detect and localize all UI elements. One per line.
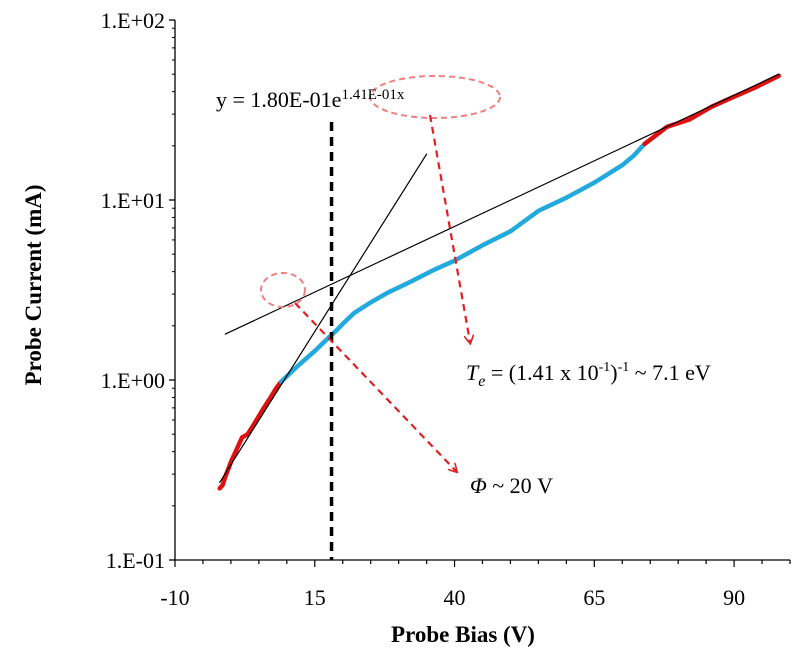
measured-blue <box>278 141 647 384</box>
te-close-paren: ) <box>610 360 617 385</box>
y-tick-label: 1.E-01 <box>106 548 165 573</box>
te-value: ~ 7.1 eV <box>629 360 711 385</box>
x-axis-title: Probe Bias (V) <box>391 622 535 647</box>
intersection-highlight-ellipse <box>260 272 306 308</box>
te-symbol: T <box>466 360 480 385</box>
annotations-layer <box>260 75 501 471</box>
te-exponent: -1 <box>599 360 611 375</box>
y-tick-label: 1.E+01 <box>101 188 165 213</box>
phi-arrow <box>294 302 456 471</box>
exponent-highlight-ellipse <box>369 75 501 119</box>
te-expression: = (1.41 x 10 <box>485 360 598 385</box>
te-annotation: Te = (1.41 x 10-1)-1 ~ 7.1 eV <box>466 360 711 390</box>
te-arrow <box>428 114 470 342</box>
fit-line-electron-saturation <box>224 73 780 335</box>
phi-value: ~ 20 V <box>487 473 553 498</box>
measured-red-low <box>217 379 284 491</box>
y-tick-label: 1.E+02 <box>101 8 165 33</box>
te-subscript: e <box>478 373 485 390</box>
y-axis-ticks: 1.E-01 1.E+00 1.E+01 1.E+02 <box>101 8 175 573</box>
x-tick-label: -10 <box>160 585 189 610</box>
fit-equation-exponent: 1.41E-01x <box>341 87 404 103</box>
fit-line-transition <box>219 153 428 483</box>
measured-red-high <box>642 73 782 147</box>
y-tick-label: 1.E+00 <box>101 368 165 393</box>
y-axis-title: Probe Current (mA) <box>21 185 46 386</box>
fit-equation-base: y = 1.80E-01e <box>216 87 341 112</box>
x-tick-label: 15 <box>304 585 326 610</box>
phi-annotation: Φ ~ 20 V <box>470 473 553 498</box>
x-tick-label: 90 <box>723 585 745 610</box>
te-exponent-outer: -1 <box>618 360 630 375</box>
x-axis-ticks: -10 15 40 65 90 <box>160 560 791 610</box>
phi-symbol: Φ <box>470 473 487 498</box>
x-tick-label: 40 <box>444 585 466 610</box>
x-tick-label: 65 <box>583 585 605 610</box>
fit-equation-label: y = 1.80E-01e1.41E-01x <box>216 87 405 112</box>
